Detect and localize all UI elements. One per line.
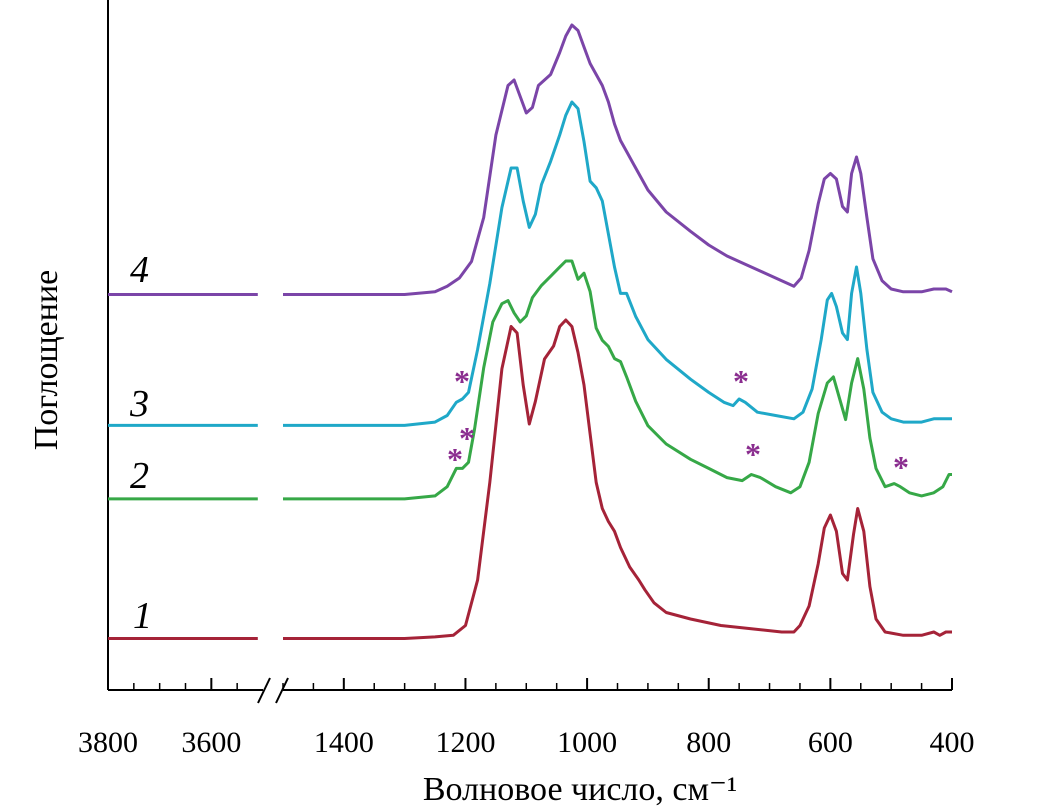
x-tick-label: 800 [686,726,731,759]
asterisk-marker: * [459,420,475,456]
x-tick-label: 1200 [435,726,495,759]
y-axis-title: Поглощение [28,270,65,451]
x-tick-label: 1400 [314,726,374,759]
asterisk-marker: * [745,436,761,472]
curve-label-2: 2 [130,455,149,497]
x-axis-title: Волновое число, см⁻¹ [423,771,737,808]
spectrum-line-2-low [283,259,952,501]
series-layer [108,23,953,640]
spectrum-line-3-low [283,100,952,427]
x-tick-label: 3600 [181,726,241,759]
annotations: * *** * * [447,363,909,485]
asterisk-marker: * [447,441,463,477]
asterisk-marker: * [893,449,909,485]
asterisk-marker: * [454,363,470,399]
x-tick-label: 1000 [557,726,617,759]
x-tick-labels: 3800 3600 1400 1200 1000 800 600 400 [78,726,975,759]
axes [107,0,952,704]
spectrum-line-1-low [283,318,952,640]
x-tick-label: 400 [930,726,975,759]
curve-label-1: 1 [133,595,152,637]
x-tick-label: 3800 [78,726,138,759]
axis-break-mark [257,677,289,704]
spectrum-line-4-low [283,23,953,296]
curve-labels: 1 2 3 4 [129,249,152,637]
x-tick-label: 600 [808,726,853,759]
curve-label-4: 4 [130,249,149,291]
x-ticks [107,678,953,690]
asterisk-marker: * [733,363,749,399]
curve-label-3: 3 [129,383,149,425]
